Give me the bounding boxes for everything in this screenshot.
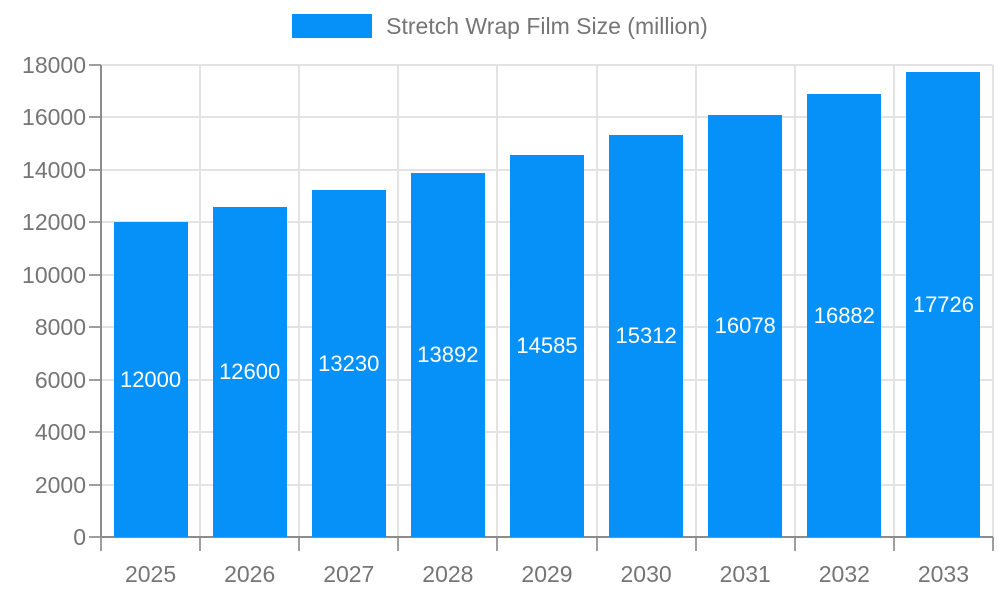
x-gridline bbox=[298, 65, 301, 537]
bar-value-label: 13230 bbox=[318, 350, 380, 376]
y-tick-mark bbox=[89, 536, 101, 538]
x-tick-mark bbox=[595, 537, 598, 551]
legend-series-label: Stretch Wrap Film Size (million) bbox=[386, 12, 708, 39]
bar-2028 bbox=[410, 172, 485, 537]
x-gridline bbox=[397, 65, 400, 537]
x-gridline bbox=[793, 65, 796, 537]
y-tick-mark bbox=[89, 221, 101, 224]
x-tick-mark bbox=[496, 537, 499, 551]
legend-swatch bbox=[292, 14, 373, 38]
x-axis-tick-label: 2029 bbox=[521, 561, 573, 587]
x-axis-tick-label: 2025 bbox=[124, 561, 177, 587]
y-tick-mark bbox=[89, 431, 101, 434]
bar-value-label: 16078 bbox=[714, 313, 776, 339]
y-axis-tick-label: 8000 bbox=[34, 314, 86, 341]
x-axis-tick-label: 2032 bbox=[818, 561, 870, 587]
bar-value-label: 12600 bbox=[219, 358, 281, 384]
x-axis-tick-label: 2026 bbox=[224, 561, 276, 587]
x-axis-line bbox=[101, 536, 993, 538]
x-tick-mark bbox=[100, 537, 102, 551]
x-gridline bbox=[496, 65, 499, 537]
bar-2032 bbox=[807, 94, 882, 537]
y-tick-mark bbox=[89, 273, 101, 276]
x-axis-tick-label: 2028 bbox=[422, 561, 474, 587]
bar-2030 bbox=[609, 135, 684, 537]
y-axis-tick-label: 10000 bbox=[22, 261, 86, 288]
y-axis-tick-label: 16000 bbox=[22, 104, 86, 131]
bar-value-label: 13892 bbox=[417, 341, 479, 367]
x-tick-mark bbox=[397, 537, 400, 551]
legend: Stretch Wrap Film Size (million) bbox=[0, 14, 1000, 38]
y-tick-mark bbox=[89, 64, 101, 66]
x-tick-mark bbox=[298, 537, 301, 551]
bar-value-label: 17726 bbox=[912, 291, 975, 317]
y-tick-mark bbox=[89, 168, 101, 171]
bar-2033 bbox=[906, 72, 981, 537]
y-axis-tick-label: 14000 bbox=[22, 156, 86, 183]
bar-value-label: 12000 bbox=[119, 366, 182, 392]
x-axis-tick-label: 2030 bbox=[620, 561, 672, 587]
bar-value-label: 14585 bbox=[516, 332, 578, 358]
x-gridline bbox=[595, 65, 598, 537]
y-tick-mark bbox=[89, 326, 101, 329]
x-tick-mark bbox=[793, 537, 796, 551]
x-gridline bbox=[199, 65, 202, 537]
y-gridline bbox=[101, 116, 993, 119]
x-tick-mark bbox=[992, 537, 994, 551]
bar-2031 bbox=[708, 115, 783, 537]
y-axis-tick-label: 0 bbox=[73, 524, 86, 550]
y-tick-mark bbox=[89, 378, 101, 381]
y-axis-tick-label: 12000 bbox=[22, 209, 86, 236]
y-tick-mark bbox=[89, 483, 101, 486]
x-tick-mark bbox=[199, 537, 202, 551]
x-tick-mark bbox=[892, 537, 895, 551]
bar-value-label: 15312 bbox=[615, 323, 677, 349]
x-gridline bbox=[892, 65, 895, 537]
bar-value-label: 16882 bbox=[813, 302, 875, 328]
bar-2026 bbox=[212, 206, 287, 537]
y-axis-tick-label: 2000 bbox=[34, 471, 86, 498]
bar-2025 bbox=[113, 222, 188, 537]
y-axis-tick-label: 4000 bbox=[34, 419, 86, 446]
x-gridline bbox=[992, 65, 994, 537]
x-axis-tick-label: 2027 bbox=[323, 561, 375, 587]
y-gridline bbox=[101, 64, 993, 66]
y-axis-line bbox=[100, 65, 102, 537]
x-tick-mark bbox=[694, 537, 697, 551]
y-axis-tick-label: 6000 bbox=[34, 366, 86, 393]
y-tick-mark bbox=[89, 116, 101, 119]
x-gridline bbox=[694, 65, 697, 537]
x-axis-tick-label: 2033 bbox=[917, 561, 970, 587]
x-axis-tick-label: 2031 bbox=[719, 561, 771, 587]
bar-2029 bbox=[510, 154, 584, 537]
y-axis-tick-label: 18000 bbox=[22, 52, 86, 78]
bar-2027 bbox=[311, 190, 386, 537]
